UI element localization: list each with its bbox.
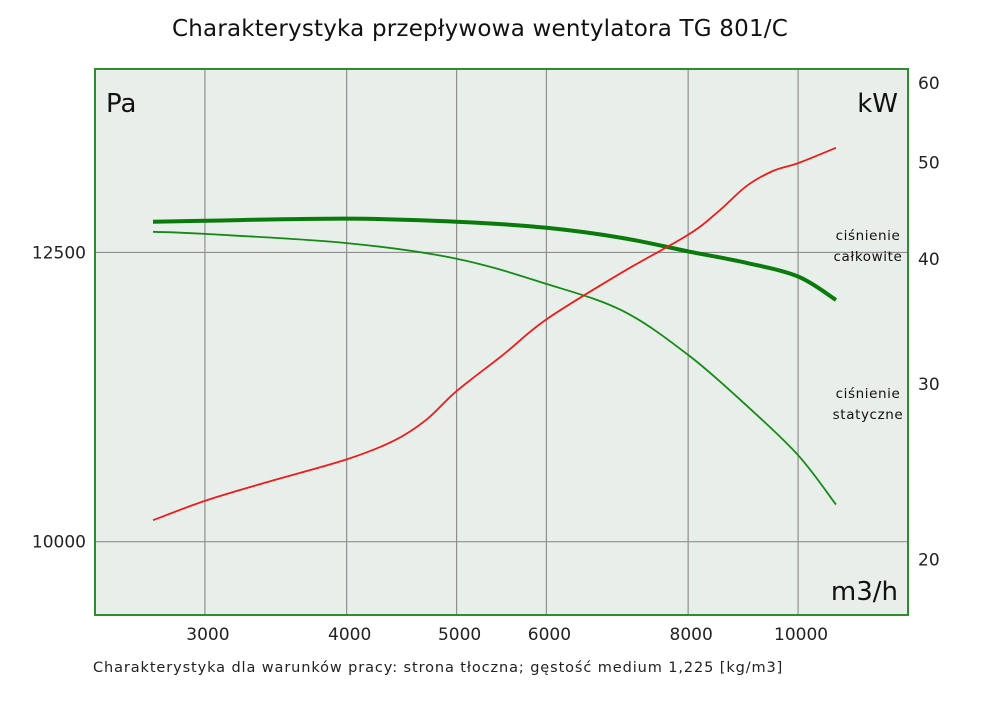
x-tick-label: 4000 bbox=[328, 625, 371, 645]
x-tick-label: 6000 bbox=[528, 625, 571, 645]
plot-background bbox=[95, 69, 908, 615]
x-tick-label: 3000 bbox=[186, 625, 229, 645]
y-right-tick-label: 50 bbox=[918, 153, 940, 173]
series-label: statyczne bbox=[833, 407, 904, 423]
series-label: ciśnienie bbox=[836, 228, 901, 244]
series-layer bbox=[152, 146, 838, 522]
y-left-unit-label: Pa bbox=[106, 89, 136, 119]
series-label: całkowite bbox=[834, 249, 903, 265]
chart-footnote: Charakterystyka dla warunków pracy: stro… bbox=[93, 660, 784, 676]
y-left-tick-label: 10000 bbox=[32, 533, 86, 553]
total-pressure-line bbox=[152, 216, 838, 302]
y-right-unit-label: kW bbox=[857, 89, 898, 119]
power-line bbox=[152, 146, 837, 522]
gridlines bbox=[95, 69, 908, 615]
x-tick-label: 5000 bbox=[438, 625, 481, 645]
series-labels: ciśnienie całkowite ciśnienie statyczne bbox=[833, 228, 904, 423]
chart-title: Charakterystyka przepływowa wentylatora … bbox=[172, 16, 788, 42]
y-left-tick-label: 12500 bbox=[32, 243, 86, 263]
y-right-tick-label: 20 bbox=[918, 551, 940, 571]
x-unit-label: m3/h bbox=[831, 577, 898, 607]
series-label: ciśnienie bbox=[836, 386, 901, 402]
tick-labels: 3000 4000 5000 6000 8000 10000 10000 12500 20 30 4… bbox=[32, 74, 940, 645]
x-tick-label: 8000 bbox=[670, 625, 713, 645]
plot-frame bbox=[94, 68, 909, 616]
y-right-tick-label: 60 bbox=[918, 74, 940, 94]
static-pressure-line bbox=[152, 230, 837, 506]
x-tick-label: 10000 bbox=[774, 625, 828, 645]
y-right-tick-label: 30 bbox=[918, 375, 940, 395]
y-right-tick-label: 40 bbox=[918, 250, 940, 270]
